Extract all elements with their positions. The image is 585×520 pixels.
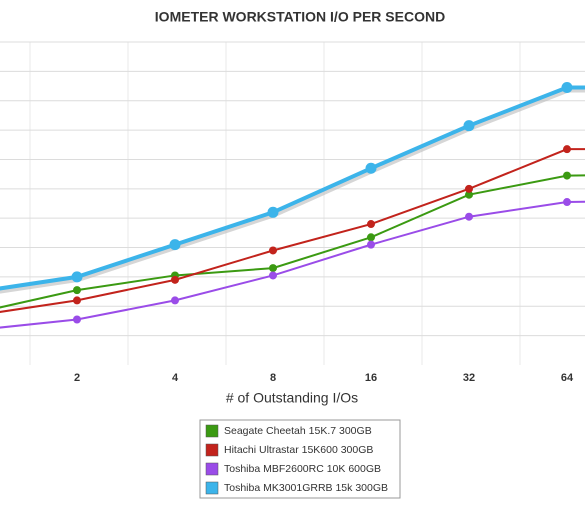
line-shadow — [0, 86, 585, 294]
point — [269, 246, 277, 255]
x-axis-title: # of Outstanding I/Os — [226, 390, 358, 406]
chart-title: IOMETER WORKSTATION I/O PER SECOND — [155, 9, 445, 25]
legend — [199, 419, 401, 499]
point — [269, 271, 277, 280]
legend-label: Hitachi Ultrastar 15K600 300GB — [224, 444, 373, 456]
vertical-grid — [29, 42, 521, 365]
point — [73, 315, 81, 324]
plot-area — [0, 41, 585, 337]
point — [465, 190, 473, 199]
point — [365, 162, 377, 174]
point — [463, 120, 475, 132]
point — [73, 286, 81, 295]
series-line — [0, 200, 585, 329]
x-tick-label: 64 — [561, 372, 574, 384]
point — [267, 206, 279, 218]
point — [71, 271, 83, 283]
point — [367, 233, 375, 242]
point — [561, 82, 573, 94]
x-tick-label: 4 — [172, 372, 179, 384]
legend-swatch — [205, 481, 219, 495]
legend-swatch — [205, 424, 219, 438]
legend-swatch — [205, 443, 219, 457]
point — [367, 240, 375, 249]
legend-label: Toshiba MK3001GRRB 15k 300GB — [224, 482, 388, 494]
series-line — [0, 148, 585, 313]
point — [367, 220, 375, 229]
point — [465, 212, 473, 221]
x-tick-label: 2 — [74, 372, 80, 384]
x-tick-label: 32 — [463, 372, 475, 384]
point — [465, 184, 473, 193]
point — [563, 171, 571, 180]
series-line — [0, 85, 585, 291]
point — [563, 198, 571, 207]
legend-items: Seagate Cheetah 15K.7 300GB Hitachi Ultra… — [205, 424, 388, 495]
legend-label: Toshiba MBF2600RC 10K 600GB — [224, 463, 381, 475]
point — [171, 296, 179, 305]
point — [73, 296, 81, 305]
legend-swatch — [205, 462, 219, 476]
point — [269, 264, 277, 273]
x-tick-label: 16 — [365, 372, 377, 384]
point — [563, 145, 571, 154]
point — [169, 239, 181, 251]
series-line — [0, 174, 585, 309]
legend-label: Seagate Cheetah 15K.7 300GB — [224, 425, 372, 437]
point — [171, 275, 179, 284]
x-tick-label: 8 — [270, 372, 276, 384]
